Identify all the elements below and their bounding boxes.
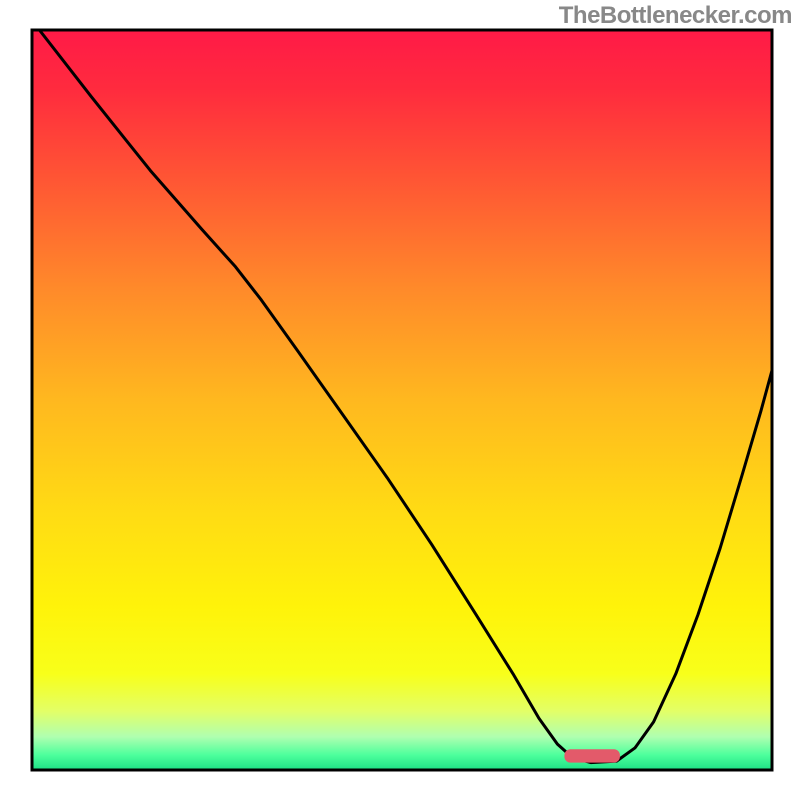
watermark-text: TheBottlenecker.com bbox=[559, 2, 792, 30]
optimal-marker bbox=[564, 749, 620, 762]
chart-container: { "watermark": { "text": "TheBottlenecke… bbox=[0, 0, 800, 800]
bottleneck-curve-chart bbox=[0, 0, 800, 800]
gradient-background bbox=[32, 30, 772, 770]
